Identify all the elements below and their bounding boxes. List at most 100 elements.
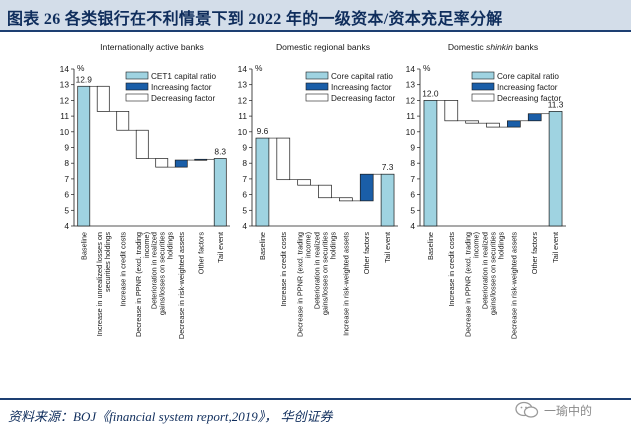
legend-swatch-total: [125, 71, 149, 80]
y-tick-label: 9: [410, 143, 415, 153]
data-label-tail-event: 8.3: [214, 146, 226, 156]
y-tick-label: 8: [410, 158, 415, 168]
category-label-line: holdings: [497, 232, 506, 260]
legend-swatch-increasing: [471, 82, 495, 91]
y-tick-label: 5: [64, 205, 69, 215]
category-label: Other factors: [530, 232, 539, 275]
category-label: Increase in credit costs: [279, 232, 288, 307]
y-unit-label: %: [255, 63, 263, 73]
category-label-line: Deterioration in realized: [481, 232, 490, 309]
chart-title: Domestic shinkin banks: [448, 42, 538, 52]
y-tick-label: 12: [60, 95, 70, 105]
category-label-line: Increase in unrealized losses on: [95, 232, 104, 336]
y-tick-label: 5: [242, 205, 247, 215]
source-note: 资料来源：BOJ《financial system report,2019》， …: [8, 409, 333, 424]
wechat-icon: [515, 401, 539, 418]
category-label-line: Tail event: [551, 232, 560, 263]
category-label-line: securities holdings: [103, 232, 112, 292]
legend-swatch-total: [471, 71, 495, 80]
decreasing-factor-bar: [444, 100, 459, 122]
chart-title: Domestic regional banks: [276, 42, 370, 52]
y-tick-label: 4: [242, 221, 247, 231]
data-label-baseline: 12.9: [76, 74, 93, 84]
figure-title: 图表 26 各类银行在不利情景下到 2022 年的一级资本/资本充足率分解: [7, 11, 503, 28]
category-label-line: holdings: [165, 232, 174, 260]
decreasing-factor-bar: [318, 184, 332, 199]
category-label: Increase in unrealized losses onsecuriti…: [95, 232, 112, 337]
y-tick-label: 14: [60, 64, 70, 74]
decreasing-factor-bar: [135, 129, 149, 159]
category-label: Decrease in PPNR (excl. tradingincome): [464, 232, 481, 337]
y-tick-label: 7: [242, 174, 247, 184]
y-tick-label: 11: [238, 111, 247, 121]
category-label: Deterioration in realizedgains/losses on…: [481, 232, 506, 316]
legend-label: Core capital ratio: [497, 72, 559, 81]
legend-label: Decreasing factor: [331, 94, 395, 103]
title-rule: [0, 30, 631, 32]
y-tick-label: 4: [64, 221, 69, 231]
legend-label: Increasing factor: [331, 83, 392, 92]
category-label-line: Decrease in PPNR (excl. trading: [464, 232, 473, 337]
watermark: 一瑜中的: [514, 399, 618, 423]
category-label: Tail event: [216, 232, 225, 263]
increasing-factor-bar: [194, 158, 208, 161]
tail-event-bar: [213, 158, 227, 227]
y-tick-label: 6: [410, 190, 415, 200]
baseline-bar: [255, 137, 270, 227]
category-label-line: holdings: [329, 232, 338, 260]
category-label: Deterioration in realizedgains/losses on…: [313, 232, 338, 316]
y-tick-label: 14: [238, 64, 248, 74]
y-tick-label: 6: [64, 190, 69, 200]
category-label-line: income): [472, 232, 481, 258]
tail-event-bar: [380, 173, 395, 227]
baseline-bar: [77, 85, 91, 227]
increasing-factor-bar: [174, 159, 188, 168]
category-label-line: Other factors: [530, 232, 539, 275]
category-label: Other factors: [362, 232, 371, 275]
decreasing-factor-bar: [116, 111, 130, 131]
category-label-line: gains/losses on securities: [321, 232, 330, 315]
data-label-tail-event: 7.3: [382, 162, 394, 172]
legend-label: Increasing factor: [151, 83, 212, 92]
chart-title: Internationally active banks: [100, 42, 204, 52]
y-tick-label: 10: [60, 127, 70, 137]
y-tick-label: 5: [410, 205, 415, 215]
y-tick-label: 13: [406, 80, 416, 90]
data-label-baseline: 12.0: [422, 88, 439, 98]
legend-label: Decreasing factor: [497, 94, 561, 103]
y-tick-label: 8: [64, 158, 69, 168]
decreasing-factor-bar: [155, 158, 169, 168]
category-label-line: gains/losses on securities: [157, 232, 166, 315]
bottom-rule: [0, 398, 631, 400]
category-label-line: Increase in credit costs: [279, 232, 288, 307]
legend-label: CET1 capital ratio: [151, 72, 217, 81]
category-label-line: Decrease in PPNR (excl. trading: [134, 232, 143, 337]
category-label: Increase in risk-weighted assets: [341, 232, 350, 336]
watermark-text: 一瑜中的: [544, 404, 593, 418]
y-tick-label: 12: [238, 95, 248, 105]
legend-label: Decreasing factor: [151, 94, 215, 103]
chart-panel-3: Domestic shinkin banks% 4 5 6 7 8 9 10 11 12 13 14 1…: [406, 42, 566, 339]
chart-title-part: shinkin: [486, 42, 513, 52]
tail-event-bar: [548, 111, 563, 227]
category-label: Tail event: [551, 232, 560, 263]
category-label-line: Decrease in risk-weighted assets: [177, 232, 186, 339]
category-label-line: Deterioration in realized: [313, 232, 322, 309]
category-label-line: gains/losses on securities: [489, 232, 498, 315]
category-label: Baseline: [426, 232, 435, 260]
category-label-line: Other factors: [196, 232, 205, 275]
chart-panel-2: Domestic regional banks% 4 5 6 7 8 9 10 11 12 13 14…: [238, 42, 398, 337]
category-label-line: Other factors: [362, 232, 371, 275]
decreasing-factor-bar: [486, 122, 500, 128]
category-label: Deterioration in realizedgains/losses on…: [149, 232, 174, 316]
chart-title-part: Domestic: [448, 42, 486, 52]
y-tick-label: 12: [406, 95, 416, 105]
category-label-line: Decrease in risk-weighted assets: [509, 232, 518, 339]
category-label-line: income): [304, 232, 313, 258]
chart-title-part: banks: [513, 42, 538, 52]
decreasing-factor-bar: [465, 120, 479, 124]
y-tick-label: 7: [410, 174, 415, 184]
category-label: Baseline: [79, 232, 88, 260]
legend-swatch-decreasing: [471, 93, 495, 102]
increasing-factor-bar: [527, 113, 542, 122]
